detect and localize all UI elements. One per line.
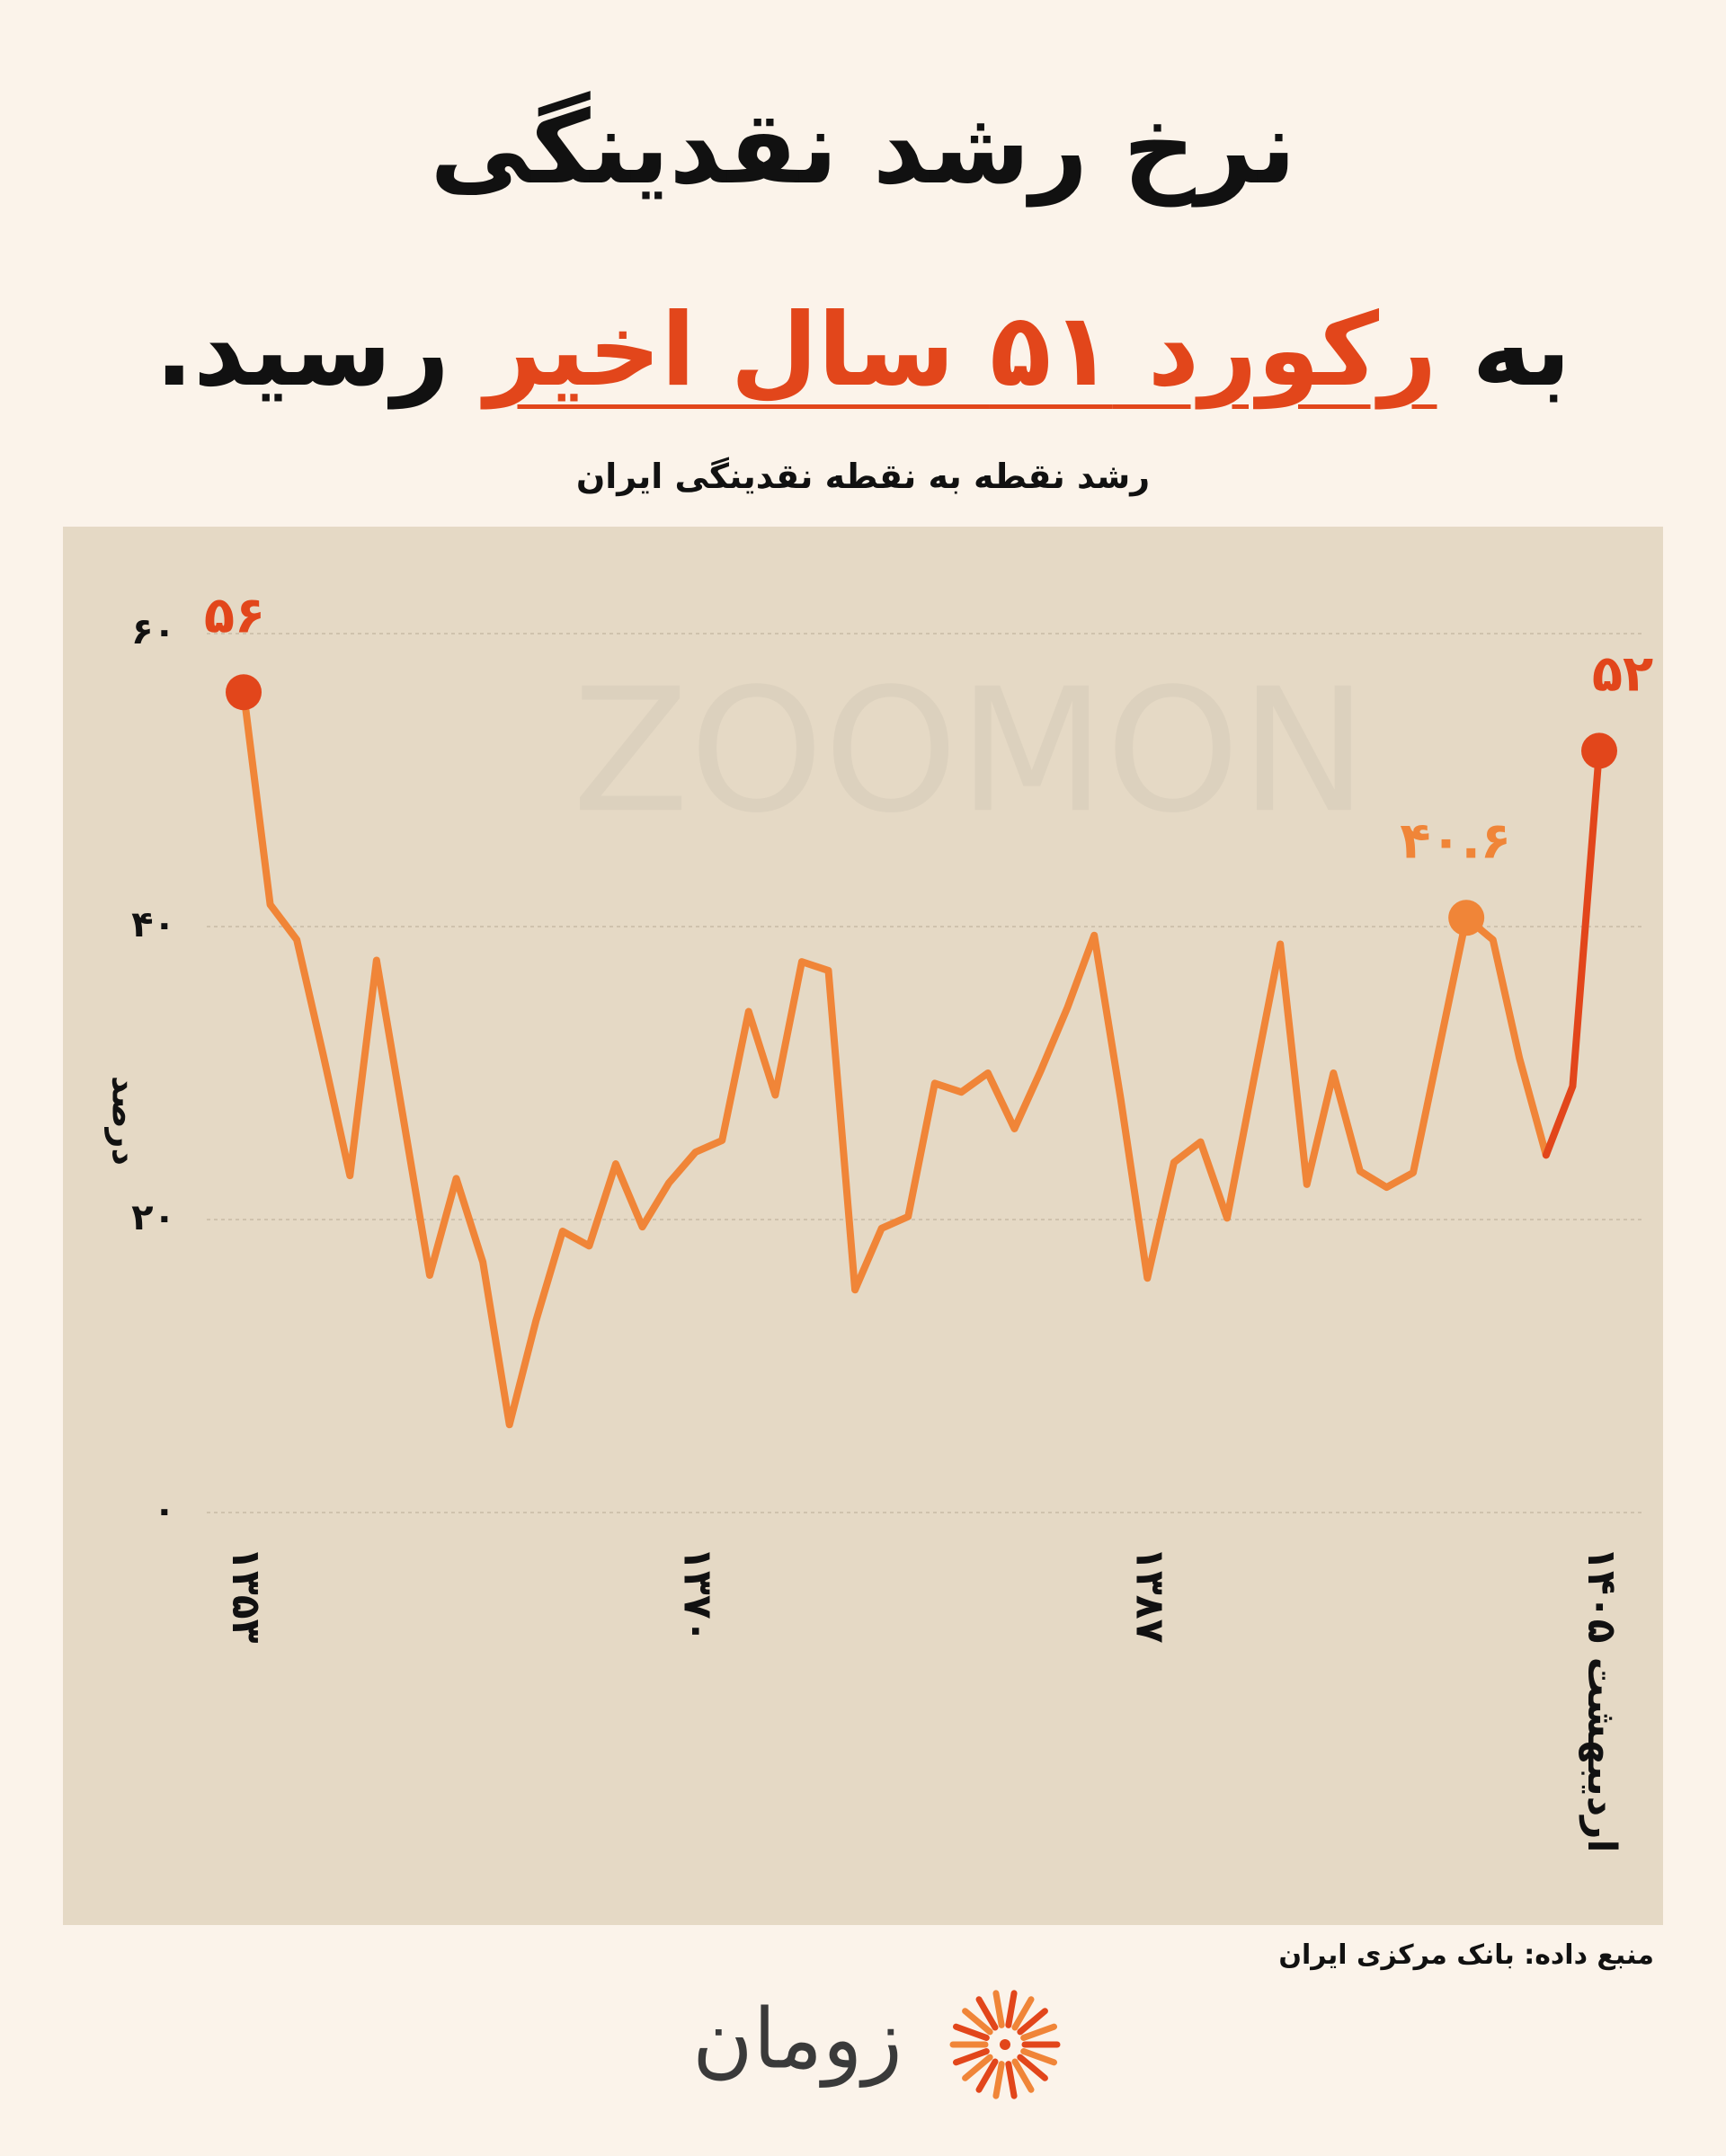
value-label: ۴۰.۶	[1400, 812, 1511, 870]
logo-ray	[952, 2048, 990, 2066]
logo-ray	[992, 2061, 1005, 2099]
x-tick-label: ۱۳۸۷	[1126, 1547, 1172, 1644]
logo-ray	[975, 1996, 999, 2031]
logo-ray	[1020, 2023, 1058, 2041]
y-tick-label: ۲۰	[131, 1197, 175, 1238]
x-tick-label: ۱۳۷۰	[675, 1547, 721, 1643]
chart-subtitle: رشد نقطه به نقطه نقدینگی ایران	[575, 457, 1151, 496]
logo-ray	[1020, 2048, 1058, 2066]
logo-ray	[992, 1990, 1005, 2028]
marker	[1581, 732, 1617, 769]
marker	[226, 674, 262, 711]
line-highlight	[1542, 747, 1603, 1159]
logo-ray	[1011, 1996, 1035, 2031]
source: منبع داده: بانک مرکزی ایران	[1278, 1939, 1654, 1971]
brand: زومان	[692, 1991, 903, 2088]
y-tick-label: ۴۰	[131, 904, 175, 945]
logo-ray	[962, 2054, 993, 2081]
logo-ray	[1017, 2054, 1048, 2081]
watermark: ZOOMON	[573, 652, 1368, 850]
line	[240, 688, 1550, 1429]
logo-ray	[1017, 2008, 1048, 2036]
headline-part: رسید.	[155, 292, 450, 409]
headline-part: به	[1472, 292, 1571, 409]
y-tick-label: ۶۰	[131, 611, 175, 652]
x-tick-label: ۱۳۵۳	[223, 1547, 269, 1644]
chart-title: نرخ رشد نقدینگی	[430, 90, 1296, 207]
logo-ray	[1005, 2061, 1018, 2099]
marker	[1448, 900, 1485, 936]
logo-icon	[949, 1990, 1061, 2099]
value-label: ۵۶	[204, 586, 265, 644]
logo-ray	[975, 2058, 999, 2093]
logo-ray	[962, 2008, 993, 2036]
plot-background	[63, 527, 1663, 1925]
logo-ray	[952, 2023, 990, 2041]
x-tick-label: اردیبهشت ۱۴۰۵	[1579, 1547, 1624, 1853]
value-label: ۵۲	[1592, 645, 1653, 704]
logo-ray	[1005, 1990, 1018, 2028]
logo-ray	[1011, 2058, 1035, 2093]
y-axis-label: درصد	[105, 1076, 145, 1166]
logo-center	[1000, 2039, 1010, 2050]
headline: به رکورد ۵۱ سال اخیر رسید.	[0, 288, 1726, 413]
headline-highlight: رکورد ۵۱ سال اخیر	[485, 292, 1437, 409]
y-tick-label: ۰	[154, 1490, 175, 1531]
